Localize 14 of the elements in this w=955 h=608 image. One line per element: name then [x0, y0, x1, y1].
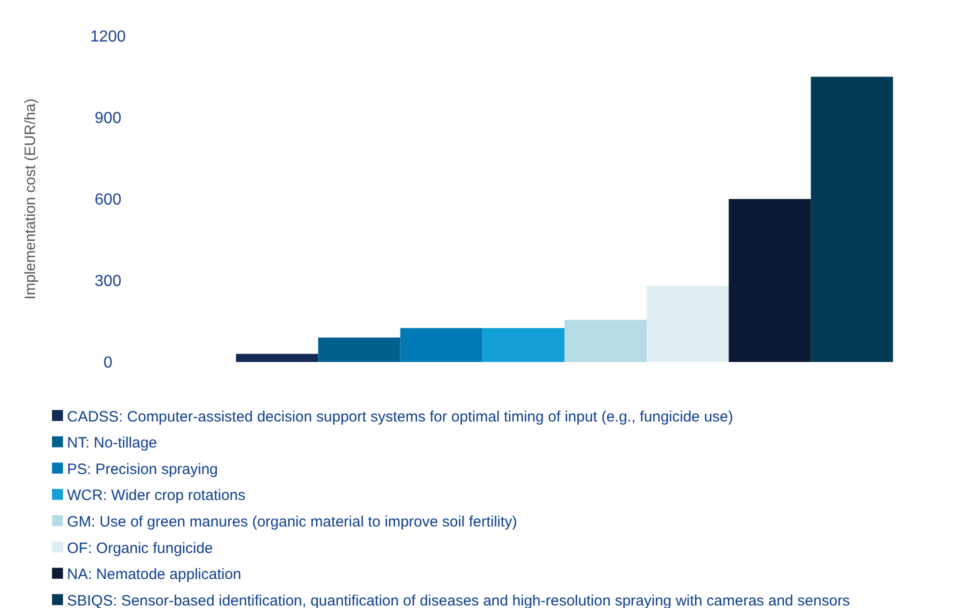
legend-label: OF: Organic fungicide [67, 540, 213, 557]
y-axis-title: Implementation cost (EUR/ha) [22, 98, 39, 300]
y-tick-label: 900 [94, 110, 122, 128]
legend-label: SBIQS: Sensor-based identification, quantification of diseases and high-resolution spraying with cameras and sensors [67, 592, 850, 608]
legend-label: GM: Use of green manures (organic material to improve soil fertility) [67, 513, 518, 530]
y-tick-label: 1200 [90, 28, 126, 46]
legend-label: NA: Nematode application [67, 566, 242, 584]
y-tick-label: 300 [94, 273, 122, 290]
legend-label: WCR: Wider crop rotations [67, 487, 246, 504]
legend-label: PS: Precision spraying [67, 460, 218, 478]
y-tick-label: 600 [94, 192, 122, 209]
legend-label: CADSS: Computer-assisted decision support systems for optimal timing of input (e.g., fungicide use) [67, 408, 734, 426]
y-tick-label: 0 [104, 354, 113, 372]
legend-label: NT: No-tillage [67, 434, 158, 452]
